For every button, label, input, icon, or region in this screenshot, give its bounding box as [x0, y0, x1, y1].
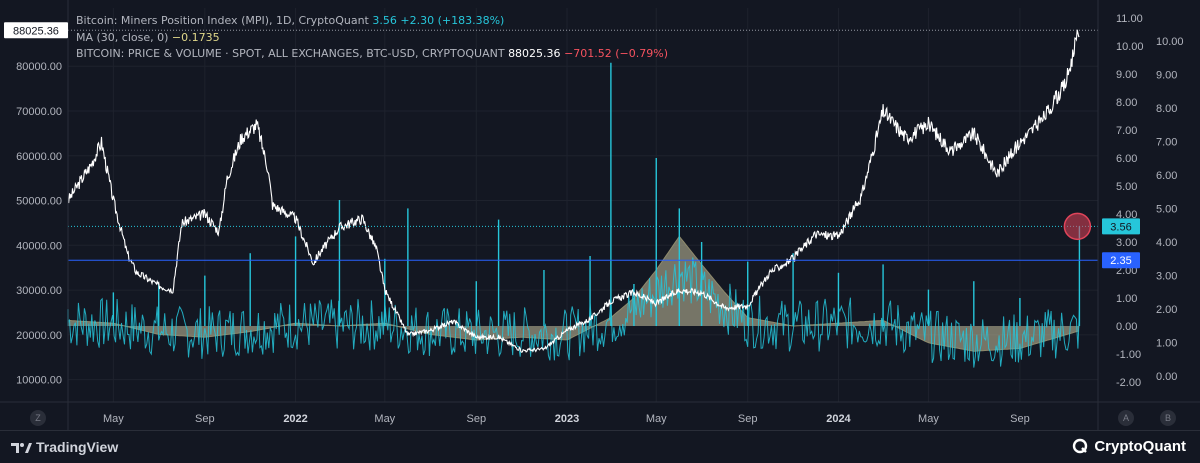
legend-line-price: BITCOIN: PRICE & VOLUME · SPOT, ALL EXCH…	[76, 47, 668, 60]
mpi-tick-label-4: 7.00	[1116, 125, 1137, 137]
secondary-scale-button[interactable]: B	[1160, 410, 1176, 426]
mpi-badge: 3.56	[1110, 221, 1131, 233]
tradingview-text: TradingView	[36, 439, 119, 455]
chart-canvas: 80000.00 70000.00 60000.00 50000.00 40000.00…	[0, 0, 1200, 430]
price-series	[67, 29, 1080, 353]
mpi-tick-label-1: 10.00	[1116, 41, 1144, 53]
legend-mpi-value: 3.56	[372, 14, 397, 27]
secondary-tick-label-10: 0.00	[1156, 371, 1177, 383]
left-tick-label-4: 40000.00	[16, 240, 62, 252]
level-badge-bg	[1102, 252, 1140, 269]
left-tick-label-7: 10000.00	[16, 375, 62, 387]
mpi-tick-label-0: 11.00	[1116, 13, 1143, 25]
tradingview-logo[interactable]: TradingView	[10, 439, 118, 455]
mpi-tick-label-6: 5.00	[1116, 181, 1137, 193]
mpi-series	[67, 62, 1081, 368]
secondary-tick-label-1: 9.00	[1156, 70, 1177, 82]
legend-price-change: −701.52 (−0.79%)	[564, 47, 669, 60]
mpi-tick-label-2: 9.00	[1116, 69, 1137, 81]
left-tick-label-0: 80000.00	[16, 61, 62, 73]
timezone-button[interactable]: Z	[30, 410, 46, 426]
x-tick-label-5: 2023	[555, 413, 579, 425]
x-tick-label-6: May	[646, 413, 667, 425]
cryptoquant-text: CryptoQuant	[1094, 438, 1186, 455]
legend-ma-value: −0.1735	[171, 31, 220, 44]
left-tick-label-3: 50000.00	[16, 196, 62, 208]
mpi-tick-label-7: 4.00	[1116, 209, 1137, 221]
x-tick-label-9: May	[918, 413, 939, 425]
legend-mpi-change: +2.30 (+183.38%)	[400, 14, 505, 27]
x-tick-label-10: Sep	[1010, 413, 1030, 425]
left-tick-label-1: 70000.00	[16, 106, 62, 118]
price-badge-bg	[4, 22, 68, 39]
price-line	[67, 29, 1080, 353]
cryptoquant-icon	[1073, 438, 1088, 454]
highlight-circle	[1063, 212, 1092, 241]
x-tick-label-1: Sep	[195, 413, 215, 425]
x-tick-label-4: Sep	[466, 413, 486, 425]
mpi-tick-label-8: 3.00	[1116, 237, 1137, 249]
secondary-tick-label-0: 10.00	[1156, 36, 1184, 48]
legend-price-value: 88025.36	[508, 47, 561, 60]
legend-ma-title: MA (30, close, 0)	[76, 31, 169, 44]
x-tick-label-3: May	[374, 413, 395, 425]
legend-line-ma: MA (30, close, 0) −0.1735	[76, 31, 220, 44]
cryptoquant-logo: CryptoQuant	[1072, 438, 1186, 455]
legend-mpi-title: Bitcoin: Miners Position Index (MPI), 1D…	[76, 14, 369, 27]
mpi-tick-label-10: 1.00	[1116, 293, 1137, 305]
x-tick-label-0: May	[103, 413, 124, 425]
left-tick-label-5: 30000.00	[16, 285, 62, 297]
footer-bar: TradingView CryptoQuant	[0, 430, 1200, 463]
auto-scale-button[interactable]: A	[1118, 410, 1134, 426]
level-badge: 2.35	[1110, 255, 1131, 267]
secondary-tick-label-5: 5.00	[1156, 204, 1177, 216]
legend-line-mpi: Bitcoin: Miners Position Index (MPI), 1D…	[76, 14, 504, 27]
secondary-tick-label-7: 3.00	[1156, 271, 1177, 283]
secondary-tick-label-4: 6.00	[1156, 170, 1177, 182]
mpi-tick-label-13: -2.00	[1116, 377, 1141, 389]
secondary-tick-label-3: 7.00	[1156, 137, 1177, 149]
x-tick-label-8: 2024	[826, 413, 851, 425]
chart-overlay	[68, 29, 1098, 261]
x-tick-label-7: Sep	[738, 413, 758, 425]
legend-price-title: BITCOIN: PRICE & VOLUME · SPOT, ALL EXCH…	[76, 47, 505, 60]
secondary-tick-label-6: 4.00	[1156, 237, 1177, 249]
price-badge: 88025.36	[13, 25, 59, 37]
axes: 80000.00 70000.00 60000.00 50000.00 40000.00…	[0, 0, 1200, 430]
mpi-tick-label-3: 8.00	[1116, 97, 1137, 109]
secondary-tick-label-9: 1.00	[1156, 338, 1177, 350]
mpi-tick-label-11: 0.00	[1116, 321, 1137, 333]
secondary-tick-label-8: 2.00	[1156, 304, 1177, 316]
mpi-line	[67, 257, 1080, 368]
mpi-tick-label-5: 6.00	[1116, 153, 1137, 165]
mpi-badge-bg	[1102, 218, 1140, 235]
x-tick-label-2: 2022	[283, 413, 307, 425]
secondary-tick-label-2: 8.00	[1156, 103, 1177, 115]
tradingview-icon	[11, 443, 32, 453]
mpi-tick-label-12: -1.00	[1116, 349, 1141, 361]
left-tick-label-2: 60000.00	[16, 151, 62, 163]
left-tick-label-6: 20000.00	[16, 330, 62, 342]
